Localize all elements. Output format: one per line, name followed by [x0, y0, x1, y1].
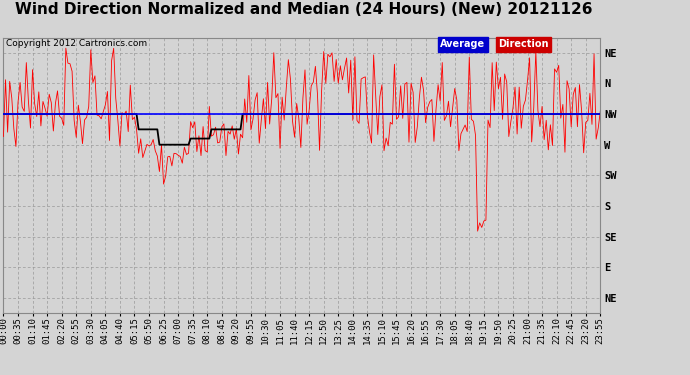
- Text: Direction: Direction: [498, 39, 549, 50]
- Text: Copyright 2012 Cartronics.com: Copyright 2012 Cartronics.com: [6, 39, 147, 48]
- Text: Wind Direction Normalized and Median (24 Hours) (New) 20121126: Wind Direction Normalized and Median (24…: [15, 2, 592, 17]
- Text: Average: Average: [440, 39, 485, 50]
